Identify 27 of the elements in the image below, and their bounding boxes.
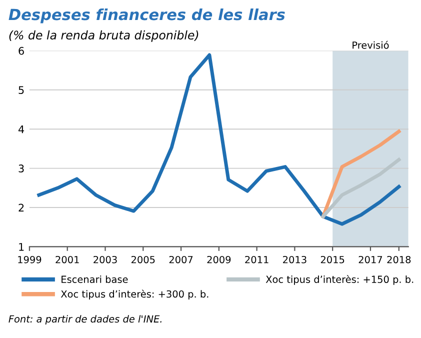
line-series (37, 53, 401, 226)
y-tick-label: 3 (18, 164, 24, 172)
y-tick-label: 6 (18, 46, 24, 55)
legend-label: Xoc tipus d’interès: +300 p. b. (60, 290, 208, 300)
x-tick-label: 2017 (358, 256, 382, 264)
y-tick-label: 2 (18, 204, 24, 212)
x-tick-label: 2011 (245, 256, 268, 264)
line-series (321, 158, 401, 218)
legend-label: Escenari base (62, 275, 128, 284)
line-series (321, 130, 401, 218)
y-tick-label: 5 (18, 86, 24, 94)
y-tick-label: 1 (19, 243, 24, 251)
x-tick-label: 2003 (94, 256, 117, 264)
x-tick-label: 2001 (56, 256, 79, 264)
text: Font: a partir de dades de l'INE. (8, 315, 162, 324)
chart-title: Despeses financeres de les llars (8, 8, 285, 24)
x-tick-label: 1999 (18, 256, 42, 264)
x-tick-label: 2007 (169, 256, 193, 264)
x-tick-label: 2013 (283, 256, 306, 264)
legend-label: Xoc tipus d’interès: +150 p. b. (266, 275, 414, 285)
y-tick-label: 4 (18, 125, 24, 134)
chart-subtitle: (% de la renda bruta disponible) (9, 30, 198, 42)
band-label: Previsió (352, 40, 389, 49)
x-tick-label: 2005 (131, 256, 155, 264)
x-tick-label: 2015 (320, 256, 344, 264)
x-tick-label: 2009 (207, 256, 231, 264)
x-tick-label: 2018 (387, 256, 411, 264)
